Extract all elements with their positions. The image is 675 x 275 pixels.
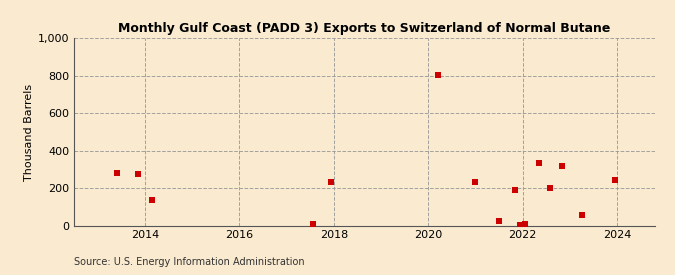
Point: [432, 73, 443, 77]
Point: [534, 161, 545, 165]
Point: [146, 198, 157, 202]
Point: [556, 163, 567, 168]
Text: Source: U.S. Energy Information Administration: Source: U.S. Energy Information Administ…: [74, 257, 305, 267]
Point: [515, 222, 526, 227]
Point: [470, 179, 481, 184]
Title: Monthly Gulf Coast (PADD 3) Exports to Switzerland of Normal Butane: Monthly Gulf Coast (PADD 3) Exports to S…: [118, 21, 611, 35]
Point: [610, 177, 620, 182]
Point: [520, 221, 531, 226]
Point: [307, 221, 318, 226]
Point: [545, 186, 556, 190]
Point: [493, 219, 504, 223]
Y-axis label: Thousand Barrels: Thousand Barrels: [24, 83, 34, 181]
Point: [509, 188, 520, 192]
Point: [111, 171, 122, 175]
Point: [132, 172, 143, 176]
Point: [326, 179, 337, 184]
Point: [576, 213, 587, 218]
